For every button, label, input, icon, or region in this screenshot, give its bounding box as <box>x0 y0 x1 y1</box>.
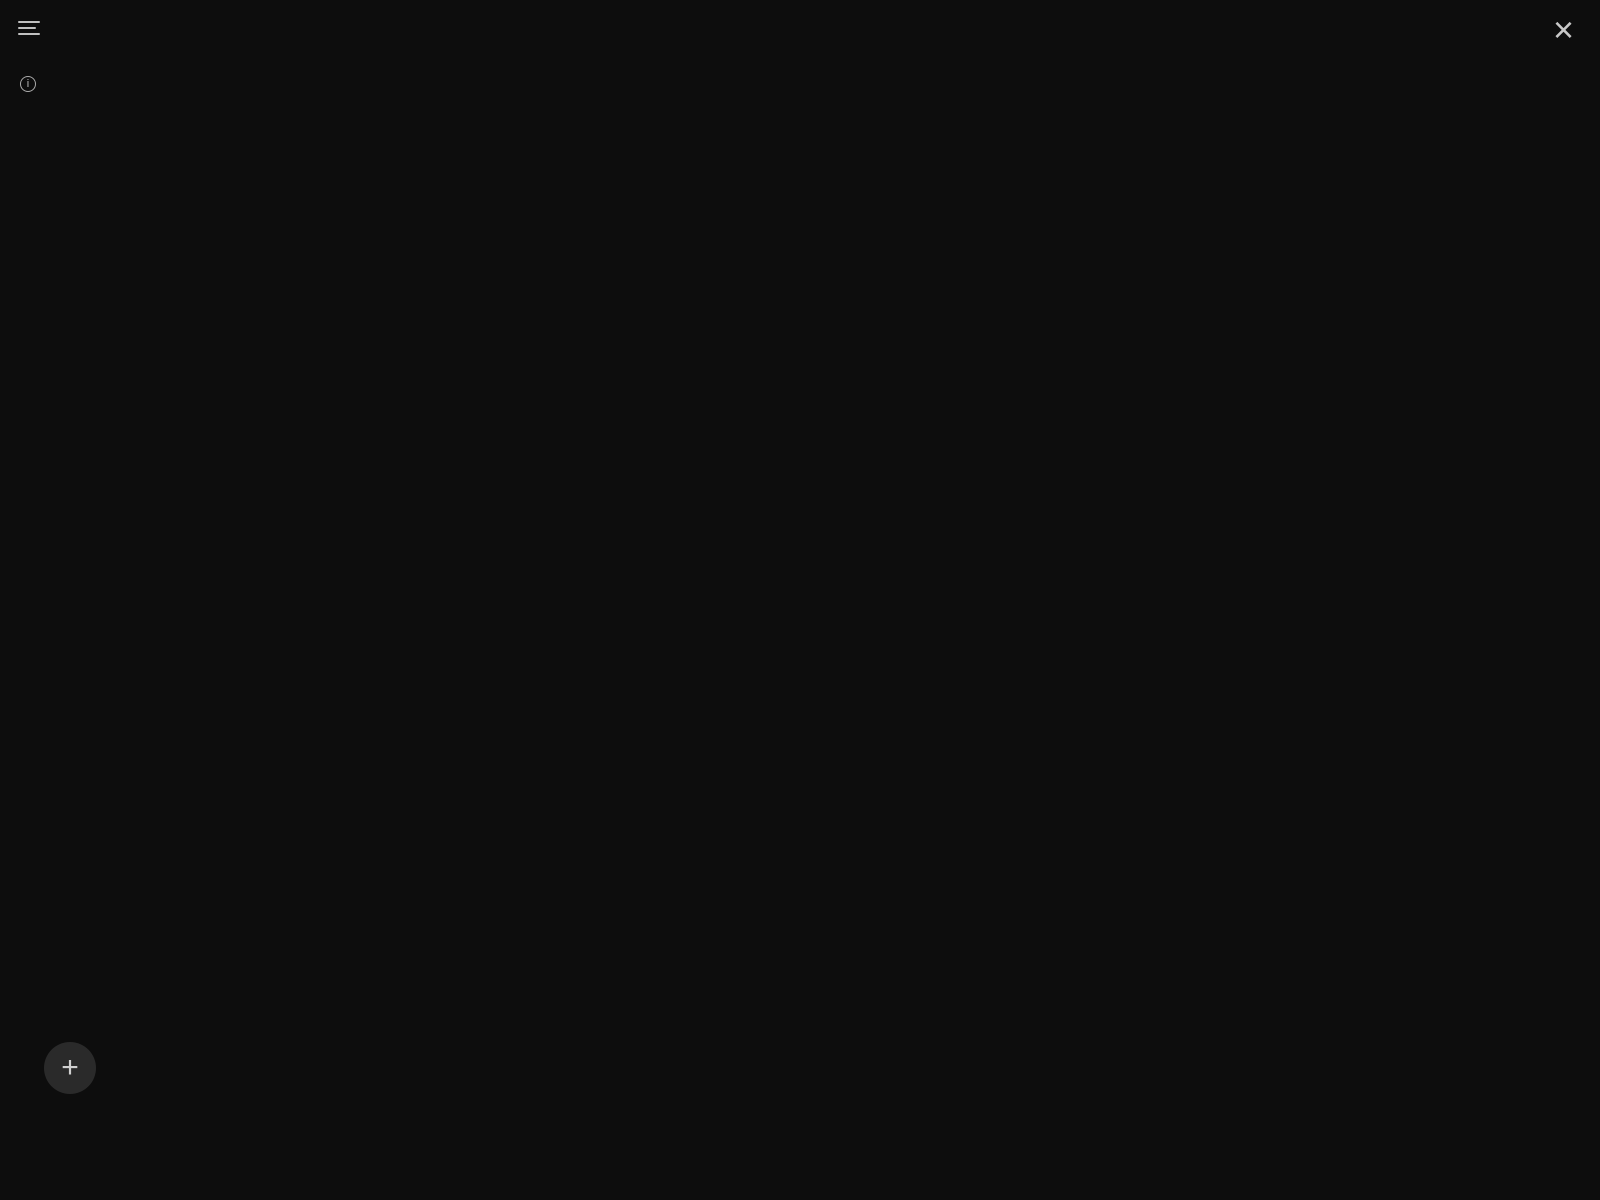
ma-legend <box>0 96 1600 100</box>
close-icon[interactable]: × <box>1553 12 1580 48</box>
menu-icon[interactable] <box>18 16 42 40</box>
info-icon[interactable]: i <box>20 76 36 92</box>
timeframe-bar <box>0 54 1600 72</box>
add-button[interactable]: + <box>44 1042 96 1094</box>
chart-area[interactable] <box>0 168 1522 1180</box>
